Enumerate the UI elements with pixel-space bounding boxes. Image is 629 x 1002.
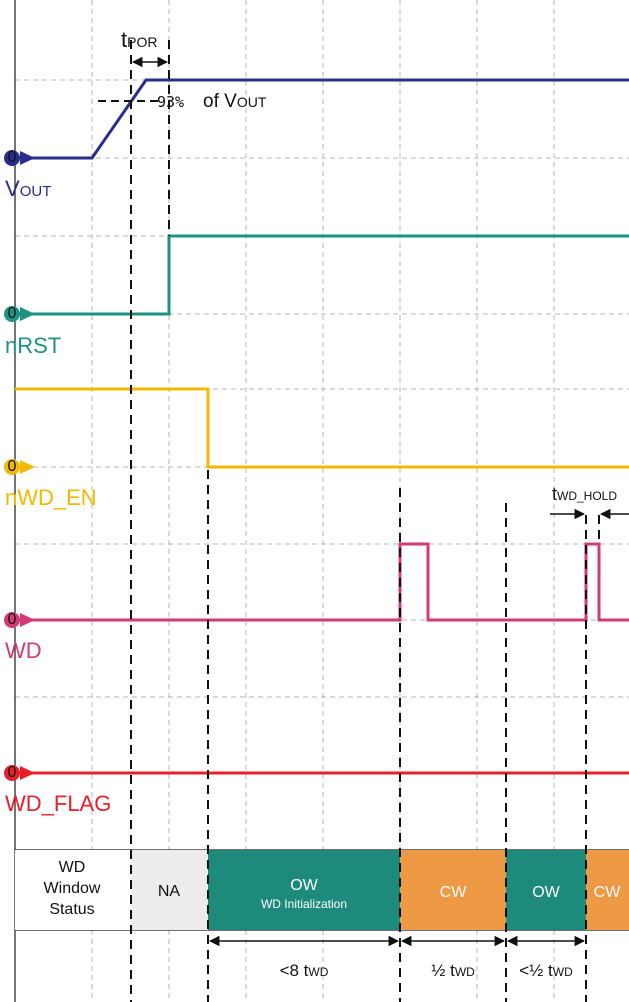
status-ow1-sublabel: WD Initialization (261, 897, 347, 911)
twd-hold-annotation: tWD_HOLD (550, 484, 629, 520)
threshold-of-label: of V (203, 91, 237, 112)
duration-arrows: <8 tWD ½ tWD <½ tWD (208, 935, 586, 980)
wd-waveform (15, 542, 629, 622)
status-cw2-label: CW (594, 884, 622, 901)
duration-label-3: <½ tWD (519, 961, 573, 980)
duration-2-sub: WD (455, 965, 475, 979)
status-cell-na (131, 850, 208, 930)
status-header-cell (15, 850, 131, 930)
twd-hold-label: tWD_HOLD (552, 484, 617, 504)
threshold-percent: 93% (157, 93, 184, 111)
threshold-of-vout: of VOUT (203, 91, 267, 112)
nrst-label: nRST (5, 333, 61, 358)
status-ow2-label: OW (532, 884, 560, 901)
status-na-label: NA (158, 883, 181, 900)
status-cell-cw-1 (400, 850, 506, 930)
status-cw1-label: CW (440, 884, 468, 901)
nwd-en-marker-label: 0 (8, 458, 17, 475)
event-markers (130, 40, 600, 1002)
channel-marker-nwd-en: 0 (4, 458, 35, 475)
channel-marker-vout: 0 (4, 149, 35, 166)
twd-hold-sub: WD_HOLD (557, 489, 617, 503)
duration-1-main: <8 t (280, 961, 309, 980)
vout-label-main: V (5, 176, 20, 201)
tpor-label-main: t (121, 27, 127, 52)
status-ow1-label: OW (290, 877, 318, 894)
wd-label: WD (5, 638, 42, 663)
vout-label: VOUT (5, 176, 51, 201)
duration-label-2: ½ tWD (431, 961, 475, 980)
tpor-annotation: tPOR (121, 27, 169, 68)
vout-marker-label: 0 (8, 149, 17, 166)
duration-3-main: <½ t (519, 961, 553, 980)
wd-flag-label: WD_FLAG (5, 791, 111, 816)
status-cell-ow-2 (506, 850, 586, 930)
status-header-line-3: Status (49, 901, 94, 918)
status-header-line-1: WD (59, 859, 86, 876)
duration-3-sub: WD (553, 965, 573, 979)
channel-marker-nrst: 0 (4, 305, 35, 322)
status-cell-cw-2 (586, 850, 629, 930)
status-cell-ow-initialization (208, 850, 400, 930)
threshold-annotation: 93% of VOUT (98, 91, 267, 112)
channel-marker-wd: 0 (4, 611, 35, 628)
vout-label-sub: OUT (20, 183, 52, 200)
nrst-waveform (15, 234, 629, 316)
duration-2-main: ½ t (431, 961, 455, 980)
vout-waveform (15, 78, 629, 160)
wd-flag-marker-label: 0 (8, 764, 17, 781)
nwd-en-waveform (15, 387, 629, 469)
tpor-label: tPOR (121, 27, 157, 52)
tpor-label-sub: POR (127, 34, 157, 50)
status-header-line-2: Window (44, 880, 101, 897)
threshold-of-sub: OUT (237, 94, 267, 110)
wd-marker-label: 0 (8, 611, 17, 628)
nrst-marker-label: 0 (8, 305, 17, 322)
duration-label-1: <8 tWD (280, 961, 329, 980)
nwd-en-label: nWD_EN (5, 485, 97, 510)
twd-hold-main: t (552, 484, 557, 504)
duration-1-sub: WD (308, 965, 328, 979)
channel-marker-wd-flag: 0 (4, 764, 35, 781)
status-row: WD Window Status NA OW WD Initialization… (15, 850, 629, 930)
